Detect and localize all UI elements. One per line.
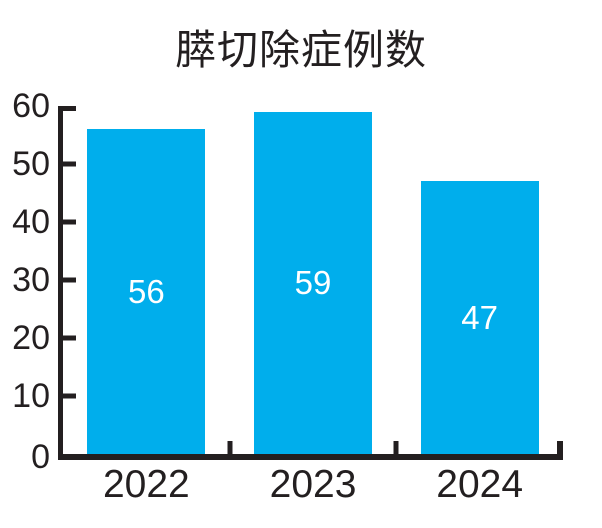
bar-2024: 47 xyxy=(420,181,539,454)
bar-value-label-2022: 56 xyxy=(127,273,165,311)
y-axis-labels: 60 50 40 30 20 10 0 xyxy=(0,89,50,474)
y-axis-tick-10 xyxy=(63,393,76,399)
chart-title: 膵切除症例数 xyxy=(175,27,427,73)
y-tick-label-40: 40 xyxy=(12,202,50,241)
x-axis-labels: 2022 2023 2024 xyxy=(63,463,563,507)
y-tick-label-50: 50 xyxy=(12,145,50,183)
x-axis-tick-boundary-1 xyxy=(227,441,233,454)
bar-series: 56 59 47 xyxy=(63,106,563,454)
plot-inner: 56 59 47 xyxy=(63,106,563,454)
bar-value-label-2024: 47 xyxy=(461,299,498,337)
y-axis-tick-40 xyxy=(63,219,76,225)
y-tick-label-60: 60 xyxy=(12,87,50,125)
y-axis-tick-60 xyxy=(63,106,76,111)
x-axis-tick-boundary-2 xyxy=(393,441,399,454)
x-axis-tick-end xyxy=(557,441,563,454)
x-tick-label-2024: 2024 xyxy=(436,463,524,506)
y-tick-label-0: 0 xyxy=(31,437,50,476)
plot-area: 56 59 47 xyxy=(58,106,563,460)
y-axis-tick-20 xyxy=(63,335,76,341)
y-axis-tick-50 xyxy=(63,161,76,167)
y-axis-tick-30 xyxy=(63,277,76,283)
bar-2023: 59 xyxy=(253,111,372,454)
y-tick-label-30: 30 xyxy=(12,261,50,299)
x-tick-label-2022: 2022 xyxy=(102,463,190,506)
x-tick-label-2023: 2023 xyxy=(269,463,357,506)
y-tick-label-10: 10 xyxy=(12,376,50,415)
bar-value-label-2023: 59 xyxy=(294,264,332,302)
y-tick-label-20: 20 xyxy=(12,319,50,357)
bar-2022: 56 xyxy=(87,129,206,454)
